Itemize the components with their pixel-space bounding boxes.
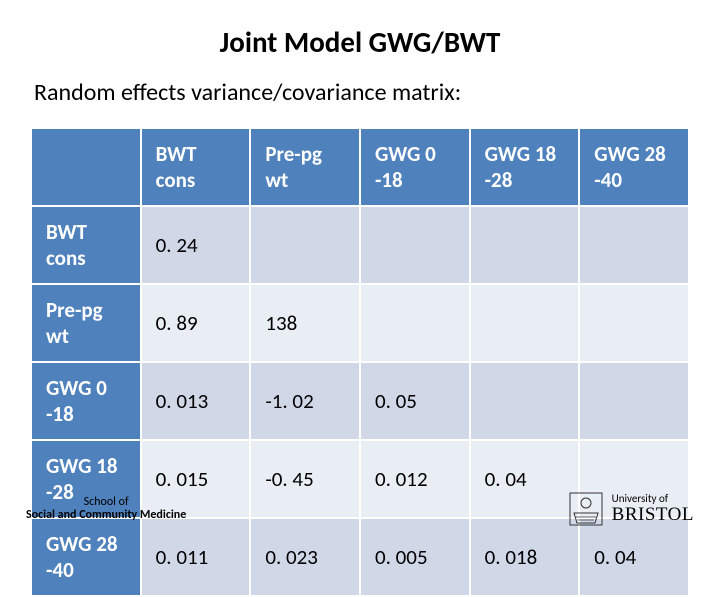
university-line2: BRISTOL bbox=[612, 505, 694, 525]
cell: 0. 05 bbox=[360, 362, 470, 440]
col-header-gwg-0-18: GWG 0 -18 bbox=[360, 128, 470, 206]
col-header-gwg-18-28: GWG 18 -28 bbox=[470, 128, 580, 206]
university-crest-icon bbox=[568, 491, 604, 527]
slide-title-text: Joint Model GWG/BWT bbox=[220, 24, 501, 60]
row-label: BWT cons bbox=[31, 206, 141, 284]
cell bbox=[250, 206, 360, 284]
col-header-blank bbox=[31, 128, 141, 206]
cell: 0. 89 bbox=[141, 284, 251, 362]
footer-left: School of Social and Community Medicine bbox=[26, 496, 186, 522]
cell bbox=[470, 362, 580, 440]
cell: 0. 013 bbox=[141, 362, 251, 440]
table-row: BWT cons 0. 24 bbox=[31, 206, 689, 284]
university-text: University of BRISTOL bbox=[612, 493, 694, 524]
cell: 0. 24 bbox=[141, 206, 251, 284]
cell bbox=[360, 206, 470, 284]
cell bbox=[579, 362, 689, 440]
cell bbox=[579, 206, 689, 284]
slide-subtitle-text: Random effects variance/covariance matri… bbox=[34, 78, 461, 107]
row-label: Pre-pg wt bbox=[31, 284, 141, 362]
cell bbox=[360, 284, 470, 362]
cell: 138 bbox=[250, 284, 360, 362]
col-header-gwg-28-40: GWG 28 -40 bbox=[579, 128, 689, 206]
col-header-prepg-wt: Pre-pg wt bbox=[250, 128, 360, 206]
slide-footer: School of Social and Community Medicine … bbox=[0, 484, 720, 540]
table-row: GWG 0 -18 0. 013 -1. 02 0. 05 bbox=[31, 362, 689, 440]
cell bbox=[470, 284, 580, 362]
col-header-bwt-cons: BWT cons bbox=[141, 128, 251, 206]
slide-subtitle: Random effects variance/covariance matri… bbox=[0, 78, 720, 127]
cell: -1. 02 bbox=[250, 362, 360, 440]
cell bbox=[470, 206, 580, 284]
table-row: Pre-pg wt 0. 89 138 bbox=[31, 284, 689, 362]
slide-title: Joint Model GWG/BWT bbox=[0, 0, 720, 78]
footer-left-line2: Social and Community Medicine bbox=[26, 509, 186, 522]
cell bbox=[579, 284, 689, 362]
row-label: GWG 0 -18 bbox=[31, 362, 141, 440]
table-header-row: BWT cons Pre-pg wt GWG 0 -18 GWG 18 -28 … bbox=[31, 128, 689, 206]
footer-right: University of BRISTOL bbox=[568, 491, 694, 527]
